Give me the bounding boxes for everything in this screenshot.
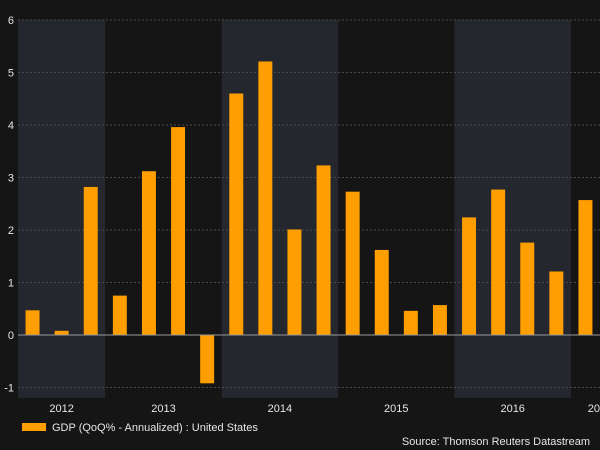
bar-11: [316, 165, 331, 335]
x-axis-year-labels: 2012 2013 2014 2015 2016 2017: [49, 403, 600, 415]
bar-7: [200, 335, 215, 384]
legend-swatch: [22, 423, 46, 431]
bar-16: [462, 217, 477, 335]
x-year-label-2012: 2012: [49, 403, 73, 415]
x-year-label-2014: 2014: [268, 403, 292, 415]
bar-5: [141, 171, 156, 335]
bars: [25, 61, 593, 384]
y-tick-label-5: 5: [8, 68, 14, 80]
bar-4: [112, 295, 127, 335]
legend: GDP (QoQ% - Annualized) : United States: [22, 422, 258, 434]
legend-label: GDP (QoQ% - Annualized) : United States: [52, 422, 258, 434]
y-tick-label-3: 3: [8, 173, 14, 185]
x-year-label-2015: 2015: [384, 403, 408, 415]
bar-10: [287, 229, 302, 335]
source-note: Source: Thomson Reuters Datastream: [402, 436, 590, 448]
bar-3: [83, 186, 98, 335]
x-year-label-2017: 2017: [588, 403, 600, 415]
bar-18: [520, 242, 535, 335]
bar-13: [374, 249, 389, 335]
x-year-label-2013: 2013: [151, 403, 175, 415]
bar-2: [54, 330, 69, 335]
year-shading: [18, 20, 571, 398]
x-year-label-2016: 2016: [500, 403, 524, 415]
bar-17: [491, 189, 506, 335]
y-tick-label-2: 2: [8, 225, 14, 237]
year-shade-2016: [454, 20, 571, 398]
y-tick-label--1: -1: [4, 383, 14, 395]
bar-15: [432, 305, 447, 335]
bar-8: [229, 93, 244, 335]
bar-6: [171, 127, 186, 335]
y-axis-ticks: -1 0 1 2 3 4 5 6: [4, 15, 14, 395]
y-tick-label-4: 4: [8, 120, 14, 132]
y-tick-label-1: 1: [8, 278, 14, 290]
y-tick-label-0: 0: [8, 330, 14, 342]
bar-20: [578, 200, 593, 335]
y-tick-label-6: 6: [8, 15, 14, 27]
bar-12: [345, 191, 360, 335]
bar-9: [258, 61, 273, 335]
bar-14: [403, 310, 418, 335]
bar-1: [25, 310, 40, 335]
bar-19: [549, 271, 564, 335]
